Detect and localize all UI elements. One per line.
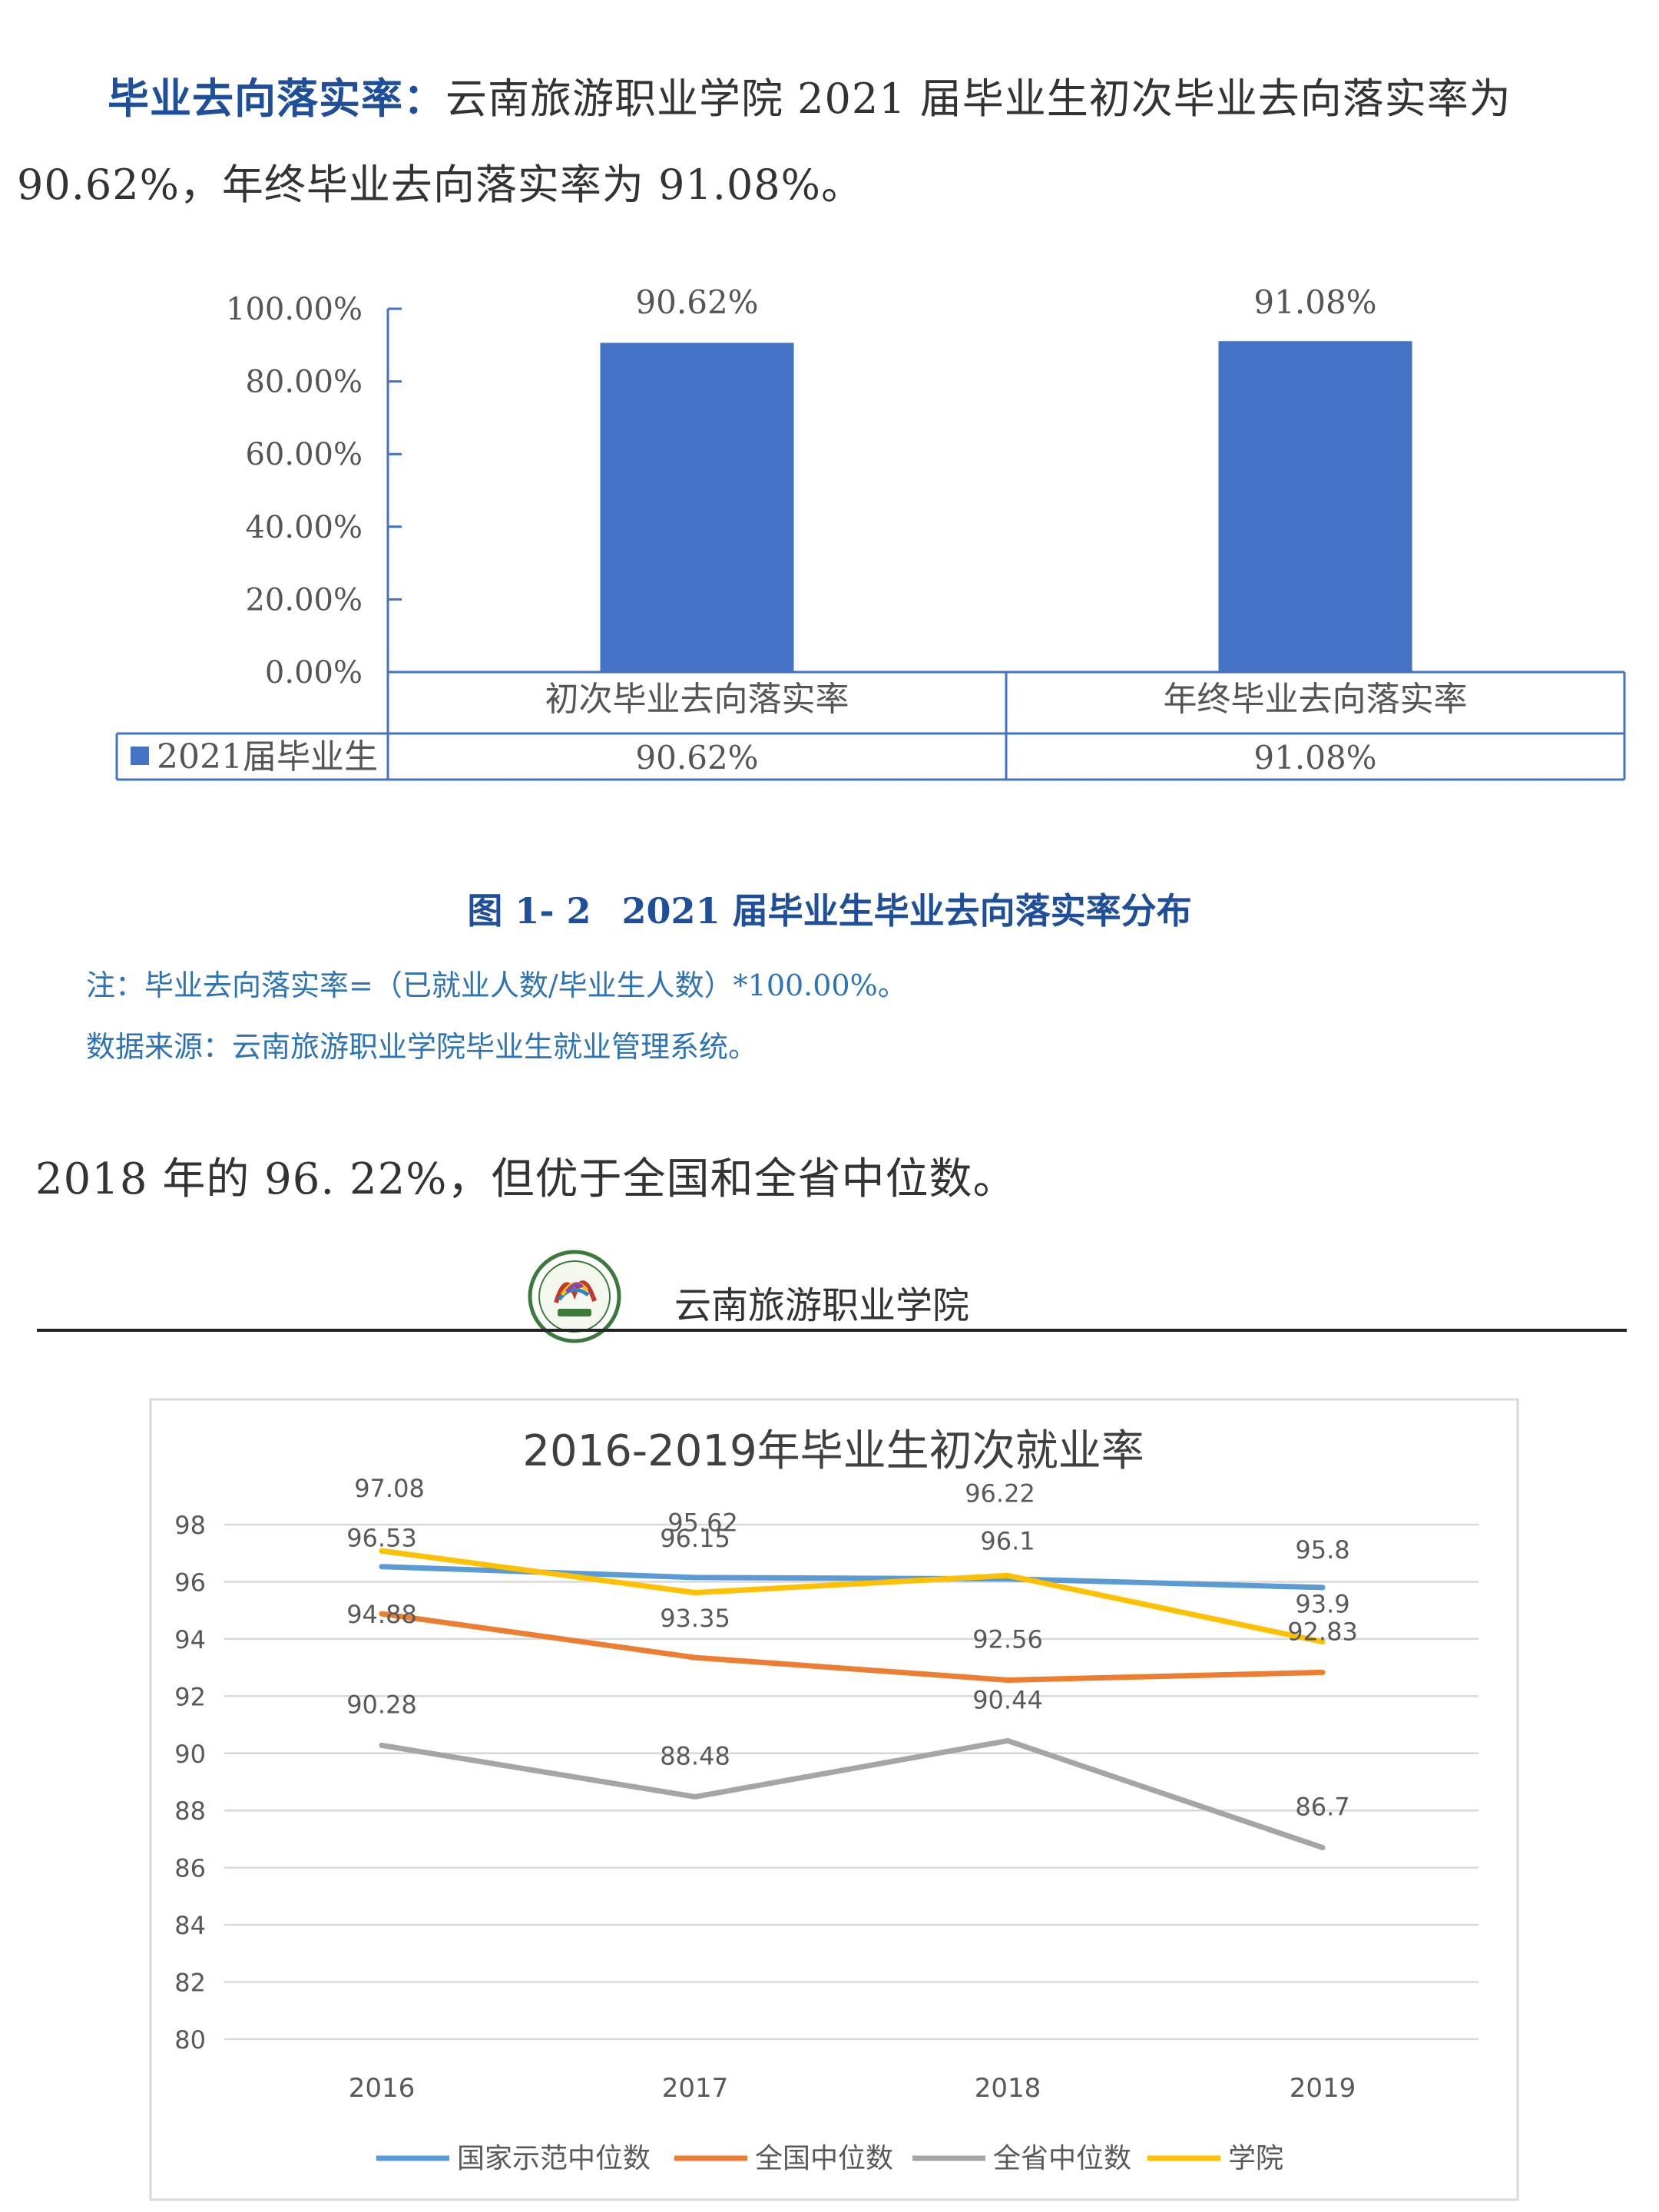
data-label: 97.08 xyxy=(354,1474,425,1503)
y-tick-label: 82 xyxy=(174,1969,206,1998)
legend-label: 学院 xyxy=(1228,2143,1283,2174)
school-name: 云南旅游职业学院 xyxy=(674,1284,970,1327)
series-line xyxy=(379,1611,1326,1683)
series-line xyxy=(379,1548,1326,1645)
legend-label: 2021届毕业生 xyxy=(157,737,378,777)
y-tick-label: 80 xyxy=(174,2025,206,2055)
data-label: 96.22 xyxy=(965,1479,1035,1508)
table-value: 90.62% xyxy=(635,739,758,777)
y-tick-label: 98 xyxy=(174,1511,206,1540)
category-label: 年终毕业去向落实率 xyxy=(1164,680,1468,719)
y-tick-label: 84 xyxy=(174,1911,206,1940)
y-tick-label: 86 xyxy=(174,1854,206,1883)
data-label: 96.53 xyxy=(346,1524,417,1553)
y-tick-label: 100.00% xyxy=(226,292,363,327)
legend-label: 全省中位数 xyxy=(993,2143,1131,2174)
data-source: 数据来源：云南旅游职业学院毕业生就业管理系统。 xyxy=(86,1030,758,1064)
data-label: 86.7 xyxy=(1295,1793,1349,1822)
data-label: 95.62 xyxy=(667,1508,738,1538)
bar-value-label: 90.62% xyxy=(635,283,758,321)
data-label: 90.44 xyxy=(972,1685,1043,1714)
data-label: 93.9 xyxy=(1295,1590,1349,1619)
figure-title: 2021 届毕业生毕业去向落实率分布 xyxy=(621,890,1192,932)
x-tick-label: 2017 xyxy=(662,2073,729,2104)
series-line xyxy=(379,1737,1326,1851)
y-tick-label: 90 xyxy=(174,1740,206,1769)
y-tick-label: 94 xyxy=(174,1625,206,1654)
line-chart: 2016-2019年毕业生初次就业率 98 96 94 92 90 88 86 84 82 80 20… xyxy=(149,1398,1519,2201)
x-tick-label: 2019 xyxy=(1290,2073,1356,2104)
y-tick-label: 92 xyxy=(174,1682,206,1711)
data-label: 93.35 xyxy=(660,1604,730,1633)
bar xyxy=(600,343,794,672)
header-divider xyxy=(37,1329,1627,1332)
legend-key xyxy=(131,747,149,765)
note-formula: 注：毕业去向落实率=（已就业人数/毕业生人数）*100.00%。 xyxy=(86,969,907,1002)
paragraph-employment-rate: 毕业去向落实率：云南旅游职业学院 2021 届毕业生初次毕业去向落实率为 90.… xyxy=(17,55,1637,228)
table-value: 91.08% xyxy=(1253,739,1376,777)
data-label: 95.8 xyxy=(1295,1535,1349,1565)
paragraph-comparison: 2018 年的 96. 22%，但优于全国和全省中位数。 xyxy=(35,1154,1017,1204)
data-label: 92.83 xyxy=(1287,1617,1358,1646)
chart-frame xyxy=(149,1398,1519,2201)
y-tick-label: 60.00% xyxy=(245,437,363,472)
data-label: 88.48 xyxy=(660,1741,730,1770)
y-tick-label: 96 xyxy=(174,1568,206,1597)
paragraph-lead: 毕业去向落实率： xyxy=(108,74,445,123)
y-tick-label: 88 xyxy=(174,1796,206,1826)
paragraph-text: 云南旅游职业学院 2021 届毕业生初次毕业去向落实率为 90.62%，年终毕业… xyxy=(17,75,1512,209)
legend-label: 国家示范中位数 xyxy=(457,2143,651,2174)
y-tick-label: 80.00% xyxy=(245,365,363,400)
data-label: 96.15 xyxy=(660,1524,730,1553)
figure-caption: 图 1- 2 2021 届毕业生毕业去向落实率分布 xyxy=(0,883,1659,934)
chart-title: 2016-2019年毕业生初次就业率 xyxy=(522,1426,1144,1476)
bar xyxy=(1218,341,1412,672)
data-label: 96.1 xyxy=(980,1527,1035,1556)
x-tick-label: 2016 xyxy=(349,2073,416,2104)
bar-chart: 100.00% 80.00% 60.00% 40.00% 20.00% 0.00% 90.6… xyxy=(115,283,1626,781)
figure-number: 图 1- 2 xyxy=(467,890,591,932)
data-label: 90.28 xyxy=(346,1690,417,1719)
data-label: 92.56 xyxy=(972,1624,1043,1654)
y-tick-label: 20.00% xyxy=(245,582,363,618)
category-label: 初次毕业去向落实率 xyxy=(545,680,849,719)
data-label: 94.88 xyxy=(346,1600,417,1629)
y-tick-label: 0.00% xyxy=(265,655,363,690)
x-tick-label: 2018 xyxy=(975,2073,1041,2104)
school-logo-icon xyxy=(528,1250,621,1343)
legend-label: 全国中位数 xyxy=(755,2143,893,2174)
y-tick-label: 40.00% xyxy=(245,510,363,545)
bar-value-label: 91.08% xyxy=(1253,283,1376,321)
